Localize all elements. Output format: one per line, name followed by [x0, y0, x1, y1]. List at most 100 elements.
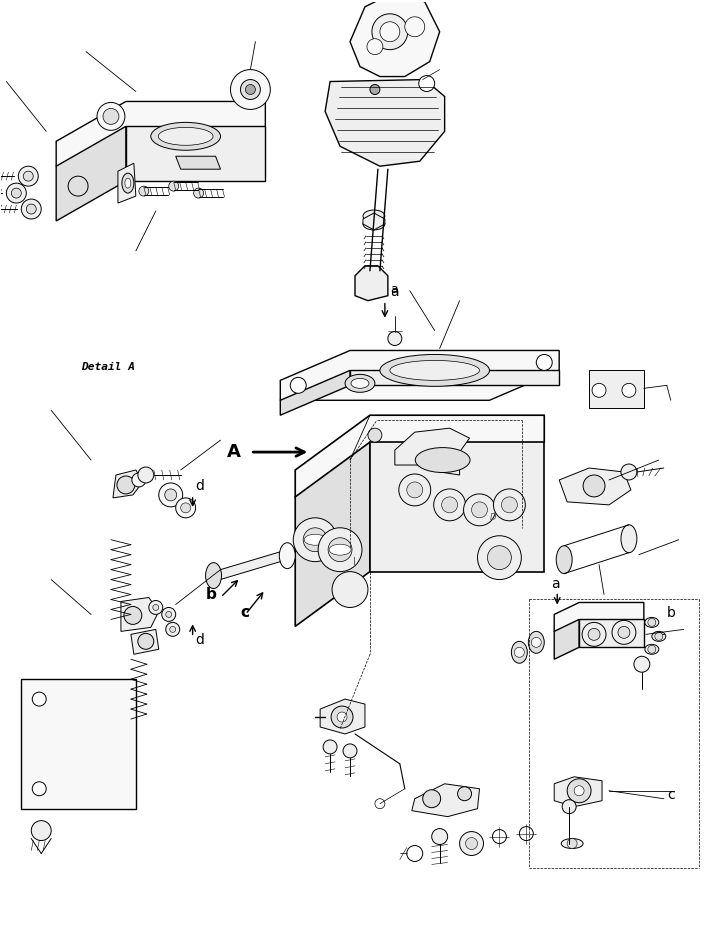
Circle shape: [332, 572, 368, 608]
Ellipse shape: [151, 122, 220, 151]
Polygon shape: [176, 156, 220, 170]
Circle shape: [132, 473, 146, 487]
Circle shape: [442, 496, 457, 512]
Polygon shape: [121, 597, 159, 631]
Text: d: d: [195, 479, 205, 493]
Circle shape: [536, 354, 552, 370]
Ellipse shape: [159, 127, 213, 145]
Circle shape: [181, 503, 190, 512]
Polygon shape: [554, 603, 644, 631]
Ellipse shape: [351, 379, 369, 388]
Polygon shape: [579, 620, 644, 647]
Ellipse shape: [561, 838, 583, 849]
Ellipse shape: [621, 525, 637, 553]
Circle shape: [149, 600, 163, 614]
Circle shape: [337, 712, 347, 722]
Circle shape: [176, 498, 195, 518]
Text: c: c: [667, 788, 675, 802]
Circle shape: [501, 496, 518, 512]
Polygon shape: [554, 777, 602, 806]
Text: a: a: [390, 284, 399, 299]
Circle shape: [31, 820, 51, 840]
Circle shape: [418, 75, 435, 91]
Circle shape: [231, 70, 270, 109]
Circle shape: [26, 204, 36, 214]
Circle shape: [169, 181, 178, 191]
Circle shape: [399, 474, 430, 506]
Circle shape: [567, 779, 591, 803]
Ellipse shape: [363, 218, 385, 230]
Circle shape: [434, 489, 466, 521]
Circle shape: [562, 800, 576, 814]
Circle shape: [241, 79, 261, 100]
Polygon shape: [320, 699, 365, 734]
Circle shape: [477, 536, 521, 579]
Polygon shape: [280, 350, 559, 400]
Polygon shape: [214, 550, 287, 581]
Text: c: c: [241, 606, 249, 621]
Ellipse shape: [390, 361, 479, 381]
Text: b: b: [667, 607, 675, 621]
Circle shape: [68, 176, 88, 196]
Circle shape: [432, 829, 447, 845]
Circle shape: [170, 626, 176, 632]
Circle shape: [343, 744, 357, 758]
Circle shape: [18, 166, 38, 187]
Circle shape: [621, 464, 637, 480]
Circle shape: [618, 626, 630, 639]
Polygon shape: [56, 102, 266, 166]
Polygon shape: [113, 470, 143, 498]
Polygon shape: [131, 629, 159, 655]
Ellipse shape: [645, 644, 659, 655]
Circle shape: [612, 621, 636, 644]
Circle shape: [166, 611, 172, 617]
Circle shape: [97, 103, 125, 130]
Circle shape: [124, 607, 142, 625]
Circle shape: [165, 489, 177, 501]
Circle shape: [488, 545, 511, 570]
Circle shape: [318, 528, 362, 572]
Circle shape: [648, 645, 656, 654]
Circle shape: [138, 633, 154, 649]
Circle shape: [21, 199, 41, 219]
Ellipse shape: [279, 543, 295, 569]
Ellipse shape: [345, 374, 375, 392]
Circle shape: [33, 782, 46, 796]
Circle shape: [520, 826, 533, 840]
Circle shape: [622, 383, 636, 398]
Circle shape: [303, 528, 327, 552]
Circle shape: [493, 489, 525, 521]
Polygon shape: [325, 79, 445, 166]
Polygon shape: [126, 126, 266, 181]
Circle shape: [166, 623, 180, 637]
Circle shape: [293, 518, 337, 561]
Polygon shape: [350, 370, 559, 385]
Ellipse shape: [363, 210, 385, 222]
Polygon shape: [350, 0, 440, 76]
Polygon shape: [559, 468, 631, 505]
Text: A: A: [227, 443, 241, 461]
Circle shape: [331, 706, 353, 728]
Circle shape: [388, 332, 402, 346]
Circle shape: [407, 846, 423, 862]
Ellipse shape: [528, 631, 544, 654]
Circle shape: [159, 483, 183, 507]
Text: d: d: [195, 633, 205, 647]
Circle shape: [459, 832, 484, 855]
Circle shape: [493, 830, 506, 843]
Circle shape: [367, 39, 383, 55]
Circle shape: [457, 787, 472, 801]
Polygon shape: [370, 442, 544, 572]
Circle shape: [466, 837, 477, 850]
Circle shape: [634, 657, 650, 673]
Ellipse shape: [652, 631, 666, 642]
Ellipse shape: [304, 534, 326, 545]
Ellipse shape: [125, 178, 131, 188]
Circle shape: [103, 108, 119, 124]
Circle shape: [23, 171, 33, 181]
Circle shape: [582, 623, 606, 646]
Text: Detail A: Detail A: [81, 363, 135, 372]
Circle shape: [655, 632, 663, 641]
Polygon shape: [554, 620, 579, 659]
Circle shape: [588, 628, 600, 641]
